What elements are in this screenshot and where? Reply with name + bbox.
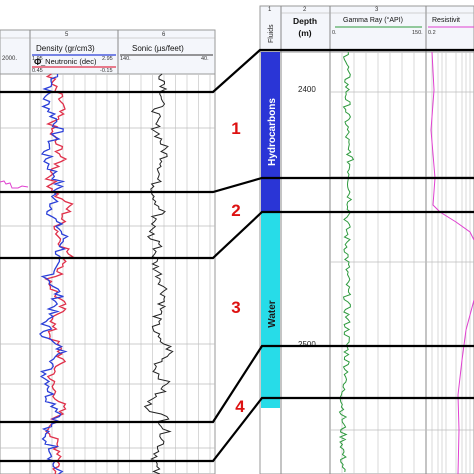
sonic-label: Sonic (µs/feet) [132,44,184,53]
right-log-panel: 1 2 3 Fluids Depth (m) Gamma Ray (°API) … [259,5,474,474]
sonic-curve [143,73,174,474]
left-stub-value: 2000. [2,56,17,62]
correlation-line-base-4 [0,396,474,463]
right-header [259,5,474,53]
left-panel-frame [0,35,216,474]
left-log-panel: 5 6 2000. Density (gr/cm3) 1.95 2.95 Φ _… [0,29,216,474]
col-number-3: 3 [375,7,379,13]
water-zone [261,212,280,408]
density-max: 2.95 [102,56,113,62]
density-min: 1.95 [32,56,43,62]
hydrocarbons-label: Hydrocarbons [267,98,278,166]
zone-number-1: 1 [231,119,240,138]
water-label: Water [267,300,278,328]
resistivity-curve [430,51,474,474]
gamma-ray-label: Gamma Ray (°API) [343,16,403,24]
fluids-header: Fluids [268,24,275,43]
resistivity-min: 0.2 [428,30,436,36]
correlation-lines [0,48,474,463]
depth-label-2400: 2400 [298,85,316,94]
zone-number-2: 2 [231,201,240,220]
correlation-line-base-2 [0,210,474,260]
sonic-max: 40. [201,56,209,62]
zone-number-4: 4 [235,397,245,416]
correlation-line-base-3 [0,344,474,424]
zone-number-3: 3 [231,298,240,317]
gamma-min: 0. [332,30,337,36]
gamma-max: 150. [412,30,423,36]
neutronic-curve [44,73,75,474]
col-number-2: 2 [303,7,307,13]
zone-numbers: 1 2 3 4 [231,119,245,416]
depth-unit: (m) [298,28,311,38]
neutronic-min: 0.45 [32,68,43,74]
sonic-min: 140. [120,56,131,62]
depth-label-2500: 2500 [298,340,316,349]
hydrocarbons-zone [261,52,280,212]
resistivity-label: Resistivit [432,17,460,24]
neutronic-max: -0.15 [100,68,113,74]
depth-header: Depth [293,16,317,26]
gamma-ray-curve [338,51,355,473]
correlation-line-top-1 [0,48,474,94]
correlation-line-base-1 [0,176,474,194]
col-number-1: 1 [268,7,272,13]
right-grid [330,52,474,474]
density-curve [39,74,69,474]
col-number-6: 6 [162,32,166,38]
phi-symbol: Φ [34,57,42,67]
col-number-5: 5 [65,32,69,38]
density-label: Density (gr/cm3) [36,44,95,53]
neutronic-label: _Neutronic (dec) [40,57,97,66]
left-stub-curve [0,180,29,189]
